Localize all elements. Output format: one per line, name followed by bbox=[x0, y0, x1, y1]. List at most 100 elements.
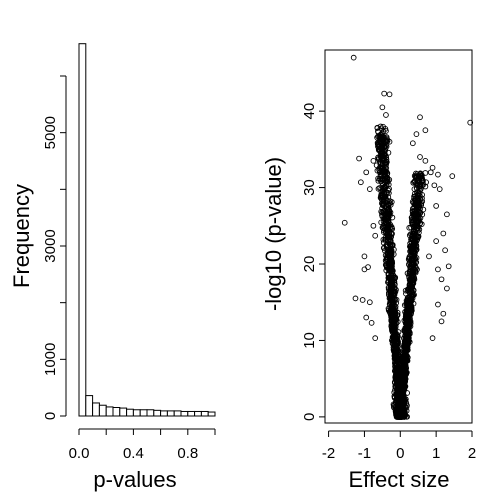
volcano-point bbox=[395, 385, 402, 392]
histogram-y-tick-label: 5000 bbox=[42, 116, 59, 149]
volcano-point bbox=[397, 405, 404, 411]
volcano-x-tick-label: 0 bbox=[396, 445, 404, 462]
volcano-point bbox=[417, 209, 423, 215]
volcano-point bbox=[370, 157, 377, 164]
volcano-point bbox=[390, 316, 396, 323]
volcano-point bbox=[341, 219, 348, 226]
volcano-point bbox=[427, 169, 434, 176]
volcano-point bbox=[410, 249, 417, 256]
volcano-point bbox=[390, 328, 397, 335]
volcano-y-tick-label: 40 bbox=[301, 103, 318, 120]
volcano-point bbox=[410, 235, 417, 241]
volcano-point bbox=[368, 320, 375, 326]
volcano-x-axis-title: Effect size bbox=[348, 467, 449, 492]
volcano-point bbox=[398, 397, 404, 403]
volcano-point bbox=[417, 171, 424, 178]
volcano-point bbox=[378, 145, 385, 152]
volcano-point bbox=[436, 186, 443, 192]
volcano-point bbox=[404, 296, 411, 303]
volcano-point bbox=[417, 196, 424, 203]
volcano-point bbox=[409, 140, 416, 147]
volcano-point bbox=[444, 211, 450, 218]
volcano-point bbox=[387, 290, 394, 296]
volcano-point bbox=[363, 169, 370, 176]
volcano-point bbox=[377, 133, 383, 140]
volcano-point bbox=[414, 227, 421, 234]
volcano-y-axis-title: -log10 (p-value) bbox=[261, 157, 286, 311]
volcano-point bbox=[407, 278, 414, 284]
volcano-point bbox=[384, 179, 391, 185]
volcano-point bbox=[422, 127, 429, 134]
volcano-point bbox=[387, 266, 394, 273]
volcano-point bbox=[387, 299, 394, 305]
volcano-point bbox=[361, 253, 368, 260]
volcano-point bbox=[410, 287, 417, 294]
volcano-point bbox=[402, 287, 409, 294]
volcano-point bbox=[407, 240, 413, 247]
histogram-bar bbox=[139, 409, 148, 417]
volcano-x-tick-label: -2 bbox=[322, 445, 335, 462]
volcano-point bbox=[403, 337, 409, 344]
histogram-x-tick-label: 0.8 bbox=[177, 445, 198, 462]
volcano-point bbox=[391, 328, 398, 334]
volcano-points bbox=[341, 54, 474, 420]
histogram-bar bbox=[92, 402, 100, 417]
volcano-point bbox=[366, 186, 373, 192]
volcano-point bbox=[409, 211, 416, 217]
volcano-point bbox=[411, 178, 418, 184]
volcano-point bbox=[378, 149, 384, 156]
volcano-point bbox=[400, 392, 407, 399]
volcano-point bbox=[405, 322, 412, 328]
volcano-x-tick-label: -1 bbox=[358, 445, 371, 462]
volcano-point bbox=[433, 203, 440, 209]
volcano-point bbox=[381, 227, 387, 234]
volcano-point bbox=[406, 319, 413, 325]
volcano-point bbox=[384, 227, 390, 233]
volcano-point bbox=[382, 162, 389, 168]
volcano-point bbox=[435, 301, 441, 308]
volcano-point bbox=[380, 152, 386, 159]
volcano-x-axis: -2 -1 0 1 2 bbox=[322, 430, 476, 462]
volcano-point bbox=[386, 249, 392, 256]
volcano-point bbox=[386, 91, 393, 98]
volcano-point bbox=[391, 288, 397, 295]
volcano-point bbox=[386, 138, 393, 145]
volcano-point bbox=[445, 263, 452, 270]
volcano-point bbox=[391, 306, 397, 313]
volcano-point bbox=[383, 242, 390, 249]
volcano-point bbox=[429, 164, 436, 171]
volcano-point bbox=[403, 413, 410, 420]
volcano-point bbox=[375, 142, 382, 149]
volcano-y-axis: 0 10 20 30 40 bbox=[301, 103, 325, 421]
volcano-point bbox=[438, 318, 445, 325]
histogram-bar bbox=[146, 409, 155, 417]
histogram-x-tick-label: 0.0 bbox=[69, 445, 90, 462]
volcano-point bbox=[388, 281, 395, 288]
volcano-point bbox=[394, 312, 400, 318]
volcano-point bbox=[398, 373, 405, 380]
volcano-point bbox=[381, 193, 388, 199]
histogram-y-axis: 0 1000 3000 5000 bbox=[42, 75, 67, 420]
volcano-point bbox=[379, 104, 386, 111]
volcano-point bbox=[387, 260, 394, 267]
volcano-point bbox=[416, 193, 423, 199]
histogram-y-tick-label: 1000 bbox=[42, 343, 59, 376]
volcano-point bbox=[381, 155, 387, 162]
volcano-point bbox=[440, 310, 447, 317]
volcano-point bbox=[387, 296, 394, 303]
volcano-point bbox=[391, 352, 398, 359]
volcano-point bbox=[358, 179, 364, 186]
volcano-point bbox=[394, 394, 400, 401]
volcano-point bbox=[408, 224, 414, 231]
volcano-point bbox=[405, 329, 412, 336]
volcano-point bbox=[381, 196, 387, 202]
volcano-point bbox=[377, 176, 384, 183]
volcano-point bbox=[381, 134, 387, 140]
histogram-y-tick-label: 3000 bbox=[42, 229, 59, 262]
volcano-point bbox=[399, 385, 405, 392]
volcano-point bbox=[403, 290, 409, 297]
volcano-point bbox=[363, 314, 370, 321]
volcano-point bbox=[442, 247, 448, 254]
volcano-point bbox=[372, 232, 379, 239]
volcano-point bbox=[374, 124, 381, 131]
